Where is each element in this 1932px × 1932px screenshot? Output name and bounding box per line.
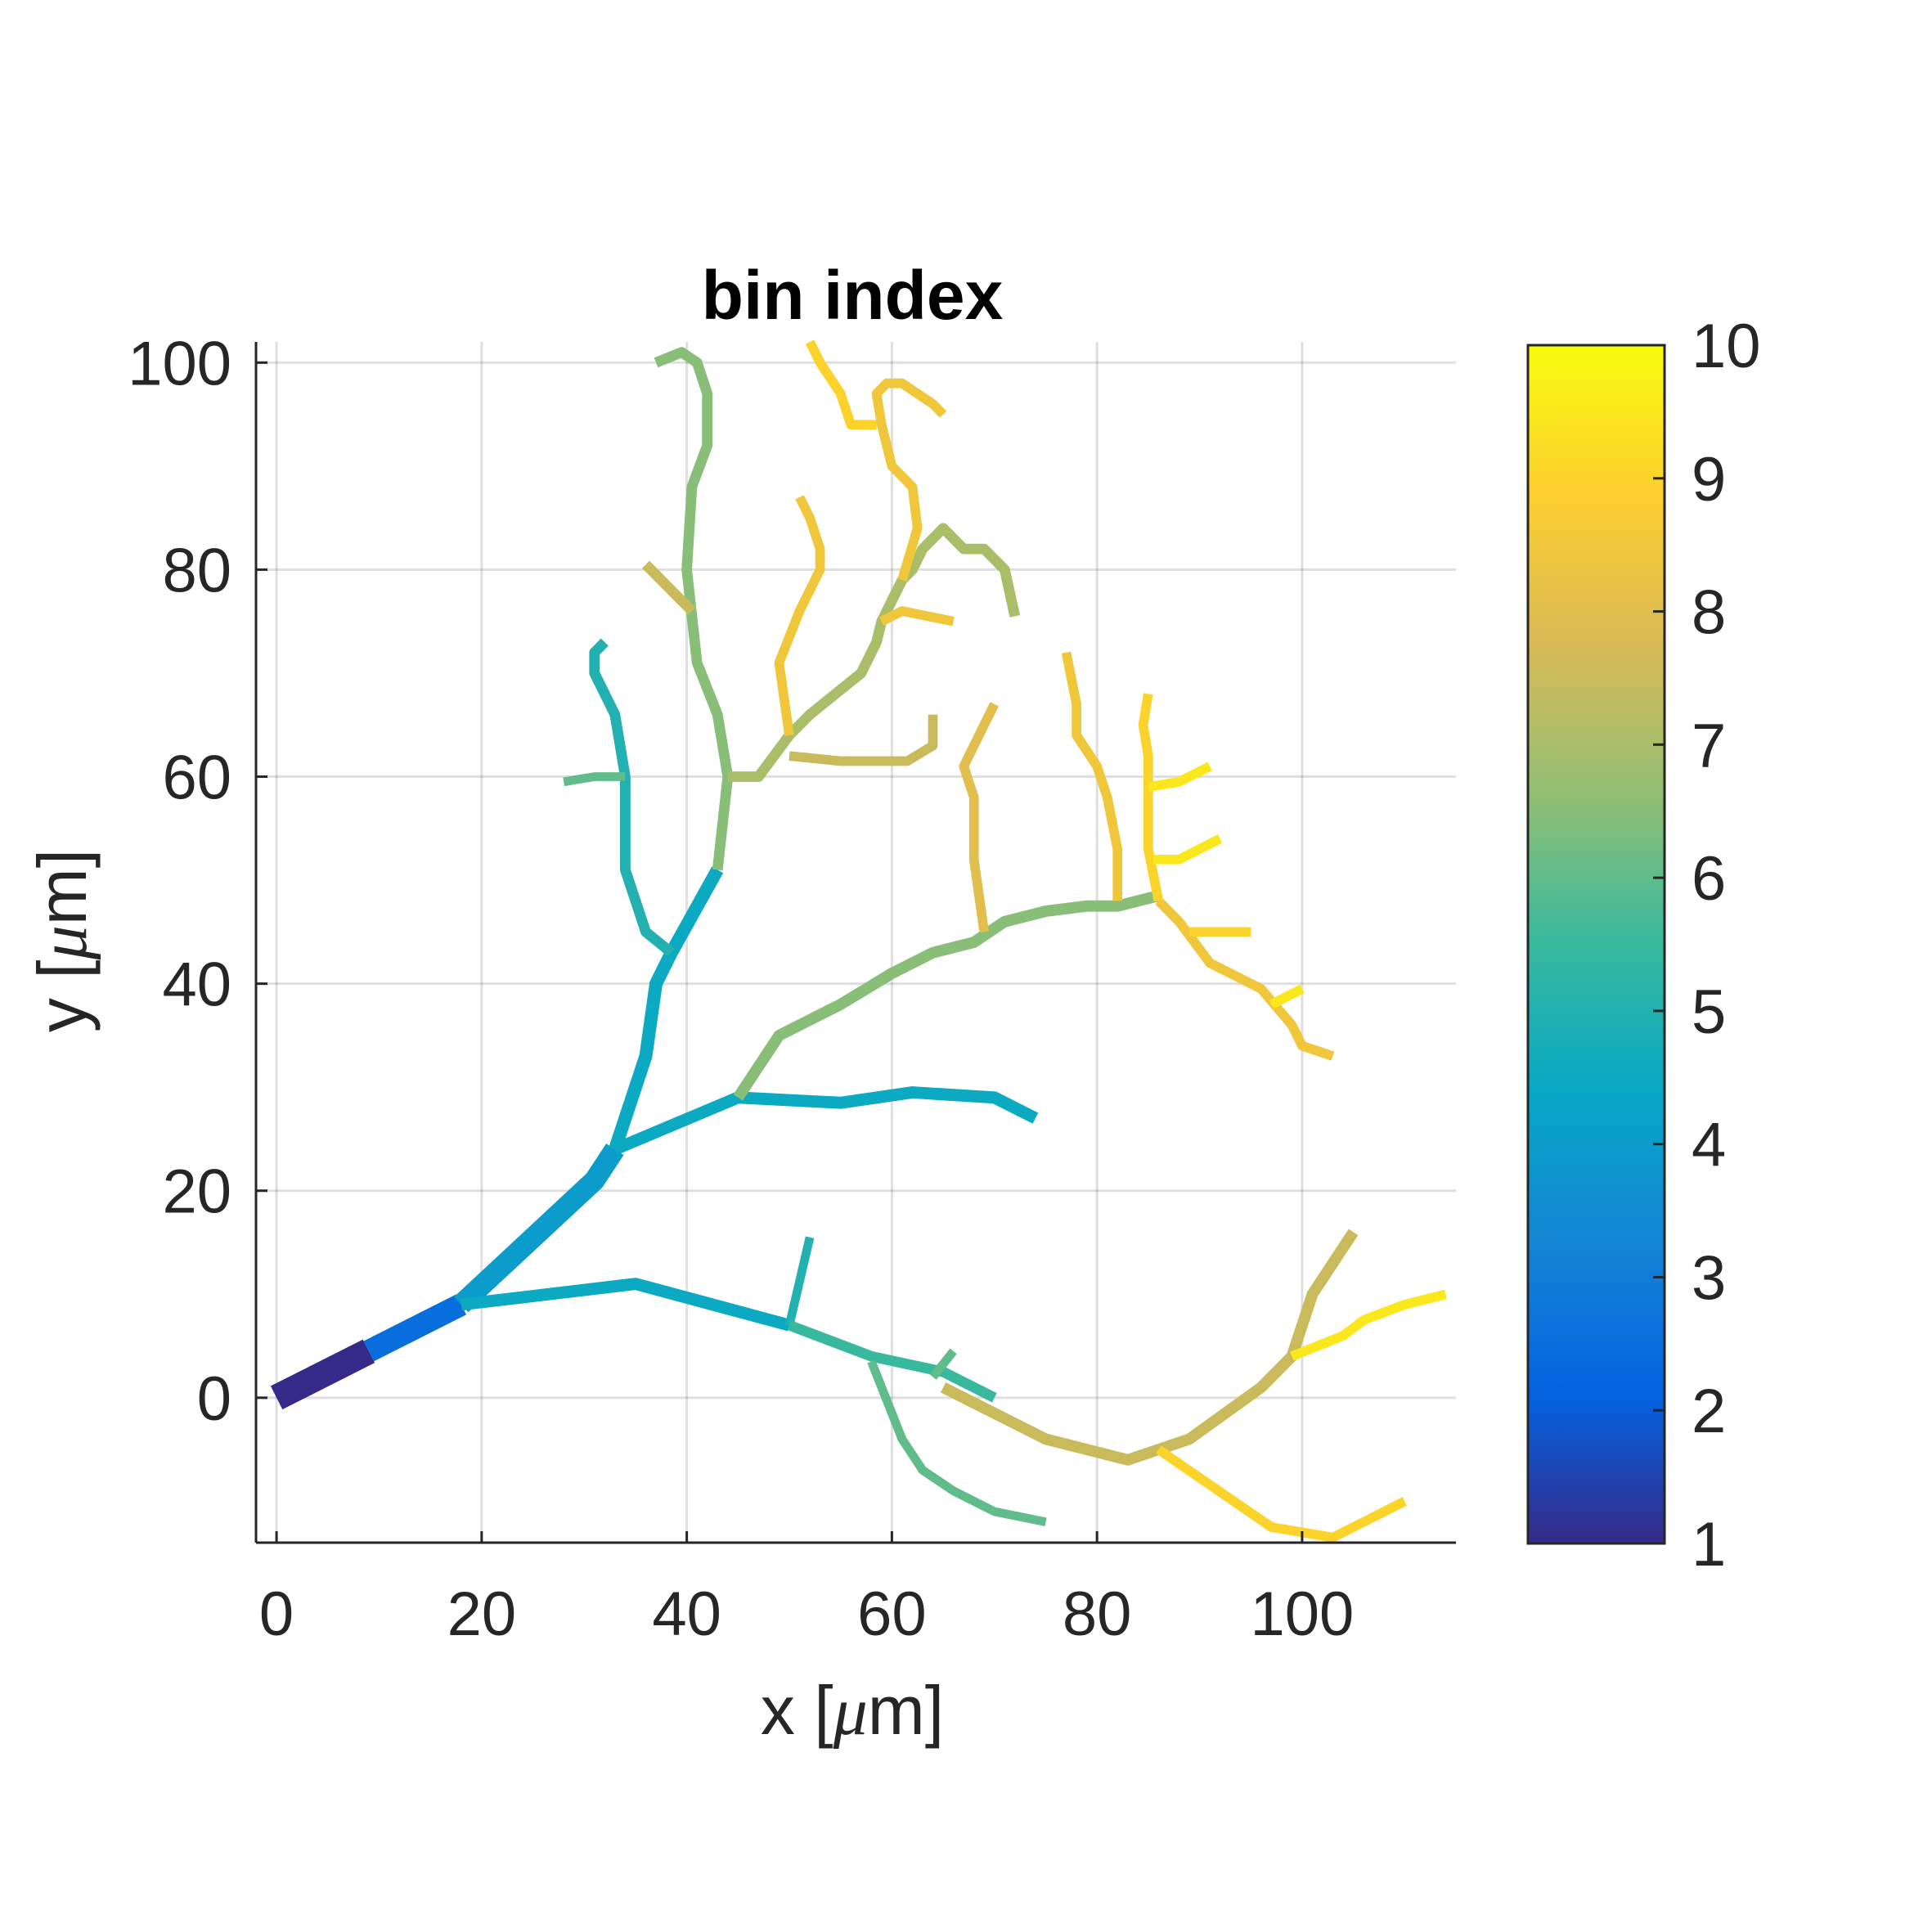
colorbar-tick-label: 9 xyxy=(1692,445,1726,514)
x-tick-label: 100 xyxy=(1251,1579,1355,1649)
branch-segment xyxy=(733,890,1161,1101)
branch-segment xyxy=(805,339,877,430)
branch-segment xyxy=(1138,693,1164,902)
branch-segment xyxy=(609,866,724,1152)
branch-segment xyxy=(454,1143,624,1313)
branch-segment xyxy=(787,1320,997,1403)
y-tick-label: 40 xyxy=(162,950,231,1020)
y-axis-label: y [μm] xyxy=(24,849,101,1032)
branch-segment xyxy=(1147,762,1212,792)
colorbar-tick-label: 7 xyxy=(1692,711,1726,780)
branch-segment xyxy=(641,560,696,615)
branch-segment xyxy=(1156,1445,1407,1543)
y-tick-label: 20 xyxy=(162,1157,231,1227)
branch-segment xyxy=(774,495,825,736)
branch-segment xyxy=(867,1359,1047,1526)
branch-segment xyxy=(940,1229,1359,1466)
branch-segment xyxy=(1153,834,1223,865)
colorbar-tick-label: 1 xyxy=(1692,1510,1726,1579)
axes xyxy=(254,342,1456,1544)
y-tick-label: 80 xyxy=(162,536,231,605)
branch-segment xyxy=(1269,984,1305,1009)
branch-segment xyxy=(929,1348,957,1380)
branch-segment xyxy=(1155,897,1335,1061)
colorbar-tick-label: 2 xyxy=(1692,1377,1726,1446)
branch-segment xyxy=(270,1339,375,1410)
branch-segment xyxy=(879,606,955,627)
x-tick-label: 20 xyxy=(447,1579,517,1649)
dendrite-branches xyxy=(270,339,1447,1543)
x-axis-label: x [μm] xyxy=(761,1672,944,1750)
colorbar-tick-label: 6 xyxy=(1692,844,1726,914)
colorbar: 1 2 3 4 5 6 7 8 9 10 xyxy=(1526,312,1761,1579)
x-tick-labels: 0 20 40 60 80 100 xyxy=(259,1579,1354,1649)
colorbar-tick-label: 8 xyxy=(1692,578,1726,648)
y-tick-label: 100 xyxy=(128,329,231,398)
chart-title: bin index xyxy=(702,257,1004,334)
branch-segment xyxy=(563,772,626,787)
colorbar-tick-label: 4 xyxy=(1692,1111,1726,1180)
branch-segment xyxy=(871,378,947,582)
branch-segment xyxy=(363,1294,467,1362)
x-tick-label: 80 xyxy=(1063,1579,1132,1649)
y-tick-label: 60 xyxy=(162,744,231,813)
branch-segment xyxy=(612,1086,1039,1155)
x-tick-label: 60 xyxy=(857,1579,927,1649)
y-tick-label: 0 xyxy=(197,1364,231,1434)
colorbar-tick-labels: 1 2 3 4 5 6 7 8 9 10 xyxy=(1653,312,1761,1579)
grid xyxy=(256,342,1456,1543)
y-tick-labels: 0 20 40 60 80 100 xyxy=(128,329,231,1434)
x-tick-label: 40 xyxy=(652,1579,721,1649)
colorbar-fill xyxy=(1526,344,1666,1545)
colorbar-tick-label: 3 xyxy=(1692,1243,1726,1313)
branch-segment xyxy=(784,1236,815,1327)
branch-segment xyxy=(1061,651,1123,901)
colorbar-tick-label: 5 xyxy=(1692,977,1726,1047)
branch-segment xyxy=(959,702,1000,933)
x-tick-label: 0 xyxy=(259,1579,294,1649)
branch-segment xyxy=(589,638,675,957)
colorbar-tick-label: 10 xyxy=(1692,312,1761,381)
branch-segment xyxy=(789,714,938,766)
branch-segment xyxy=(460,1278,791,1332)
plot-area: 0 20 40 60 80 100 0 20 40 60 80 100 xyxy=(128,329,1456,1649)
branch-segment xyxy=(1290,1289,1447,1361)
branch-segment xyxy=(654,347,734,871)
